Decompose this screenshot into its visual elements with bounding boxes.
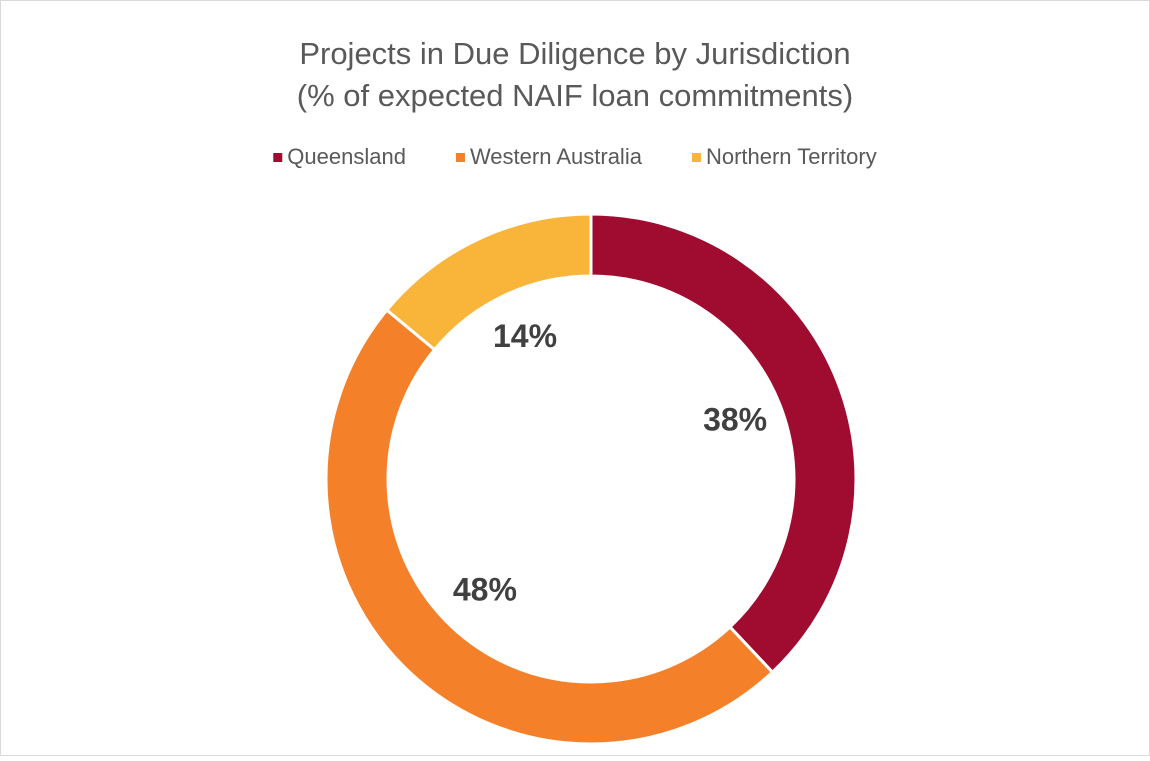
legend-label: Queensland: [287, 144, 406, 169]
data-label: 38%: [703, 401, 767, 437]
donut-segment: [324, 307, 775, 746]
donut-segment: [384, 212, 593, 352]
donut-segment: [589, 212, 858, 675]
legend-marker: [455, 153, 465, 162]
chart-subtitle: (% of expected NAIF loan commitments): [297, 78, 853, 113]
data-label: 14%: [493, 318, 557, 354]
legend-marker: [691, 153, 701, 162]
legend-marker: [273, 153, 283, 162]
chart-title: Projects in Due Diligence by Jurisdictio…: [299, 36, 850, 71]
legend-label: Northern Territory: [706, 144, 877, 169]
legend-label: Western Australia: [470, 144, 643, 169]
data-label: 48%: [453, 571, 517, 607]
